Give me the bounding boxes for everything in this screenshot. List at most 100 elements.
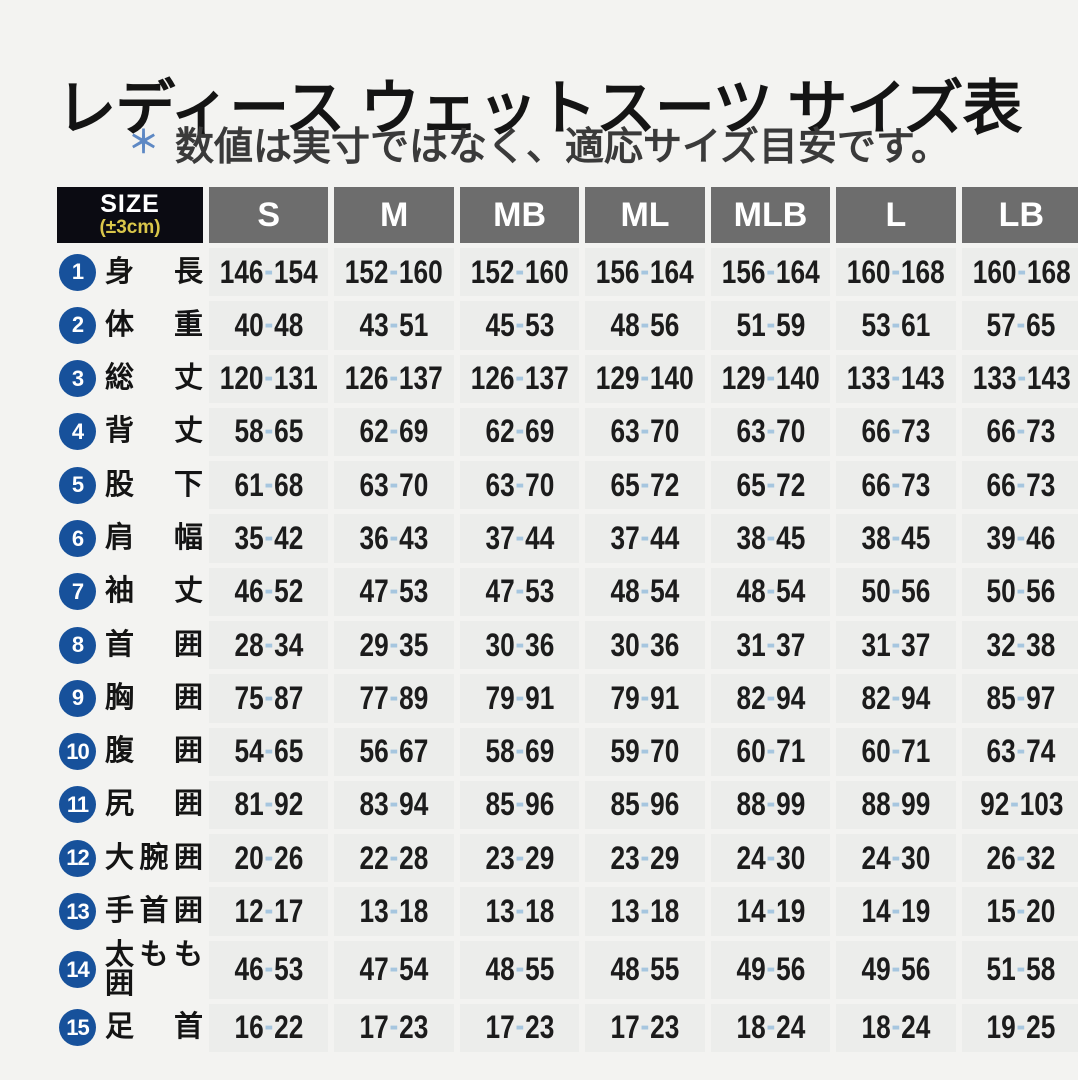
value-cell-14-mb: 48-55 [459,940,580,999]
row-label: 6 肩幅 [57,514,203,562]
value-cell-2-m: 43-51 [334,301,454,350]
range-dash: - [766,949,775,986]
range-dash: - [891,891,901,928]
row-label: 8 首囲 [57,621,203,669]
value-cell-13-m: 13-18 [334,887,454,936]
range-dash: - [891,464,901,501]
range-dash: - [1016,571,1026,608]
range-value: 60-71 [736,731,805,770]
range-value: 48-54 [610,571,680,610]
row-label: 9 胸囲 [57,674,203,722]
range-value: 23-29 [610,837,680,876]
value-cell-6-mb: 37-44 [459,514,580,563]
row-label: 12 大腕囲 [57,834,203,882]
range-dash: - [389,358,399,395]
value-cell-7-l: 50-56 [836,567,956,616]
range-value: 146-154 [219,251,318,290]
value-cell-14-s: 46-53 [209,940,329,999]
range-dash: - [766,1007,775,1044]
range-dash: - [389,624,399,661]
range-value: 120-131 [219,358,318,397]
range-dash: - [1016,464,1026,501]
range-dash: - [1016,624,1026,661]
value-cell-5-mlb: 65-72 [710,461,831,510]
range-value: 66-73 [986,411,1056,450]
range-dash: - [389,784,399,821]
range-dash: - [1016,1007,1026,1044]
column-header-mlb: MLB [710,187,831,243]
range-value: 126-137 [470,358,569,397]
value-cell-15-m: 17-23 [334,1003,454,1052]
range-dash: - [891,304,901,341]
range-value: 63-70 [736,411,805,450]
value-cell-13-mlb: 14-19 [710,887,831,936]
value-cell-12-mb: 23-29 [459,834,580,883]
range-dash: - [640,518,650,555]
range-value: 51-59 [736,304,805,343]
range-dash: - [264,949,274,986]
range-dash: - [1016,731,1026,768]
row-number-badge: 13 [59,893,96,931]
value-cell-13-lb: 15-20 [961,887,1078,936]
value-cell-11-mlb: 88-99 [710,780,831,830]
range-value: 63-74 [986,731,1056,770]
row-label-text: 背丈 [105,415,203,448]
value-cell-6-lb: 39-46 [961,514,1078,563]
row-label: 15 足首 [57,1004,203,1052]
range-value: 24-30 [736,837,805,876]
value-cell-5-s: 61-68 [209,461,329,510]
row-number-badge: 5 [59,466,96,504]
value-cell-6-l: 38-45 [836,514,956,563]
range-value: 14-19 [736,891,805,930]
value-cell-3-mlb: 129-140 [710,354,831,403]
range-value: 19-25 [986,1007,1056,1046]
value-cell-3-l: 133-143 [836,354,956,403]
value-cell-13-s: 12-17 [209,887,329,936]
range-dash: - [389,571,399,608]
value-cell-15-lb: 19-25 [961,1003,1078,1052]
range-dash: - [389,677,399,714]
row-number-badge: 4 [59,413,96,451]
value-cell-13-ml: 13-18 [585,887,705,936]
range-dash: - [515,411,524,448]
size-table: SIZE (±3cm) S M MB ML MLB L LB 1 身長 146-154 152-16… [57,187,1078,1052]
row-number-badge: 3 [59,360,96,398]
range-dash: - [1016,949,1026,986]
range-dash: - [515,624,524,661]
row-label-text: 大腕囲 [105,841,203,874]
value-cell-9-mb: 79-91 [459,674,580,723]
range-value: 79-91 [610,677,680,716]
value-cell-7-ml: 48-54 [585,567,705,616]
value-cell-15-ml: 17-23 [585,1003,705,1052]
value-cell-9-m: 77-89 [334,674,454,723]
value-cell-9-l: 82-94 [836,674,956,723]
value-cell-4-m: 62-69 [334,407,454,457]
range-dash: - [1016,518,1026,555]
value-cell-4-l: 66-73 [836,407,956,457]
range-value: 62-69 [359,411,429,450]
value-cell-8-m: 29-35 [334,620,454,670]
range-dash: - [640,891,650,928]
range-value: 85-96 [610,784,680,823]
range-value: 160-168 [972,251,1071,290]
value-cell-12-m: 22-28 [334,834,454,883]
row-label-text: 手首囲 [105,895,203,928]
range-value: 62-69 [485,411,554,450]
range-value: 28-34 [234,624,304,663]
range-value: 51-58 [986,949,1056,988]
range-dash: - [264,731,274,768]
value-cell-3-lb: 133-143 [961,354,1078,403]
range-value: 16-22 [234,1007,304,1046]
range-value: 61-68 [234,464,304,503]
value-cell-5-ml: 65-72 [585,461,705,510]
range-value: 20-26 [234,837,304,876]
range-dash: - [1016,411,1026,448]
range-dash: - [766,518,775,555]
range-dash: - [640,784,650,821]
value-cell-1-m: 152-160 [334,248,454,297]
row-label-text: 足首 [105,1011,203,1044]
row-number-badge: 8 [59,626,96,664]
range-dash: - [766,358,775,395]
value-cell-7-mlb: 48-54 [710,567,831,616]
value-cell-12-l: 24-30 [836,834,956,883]
